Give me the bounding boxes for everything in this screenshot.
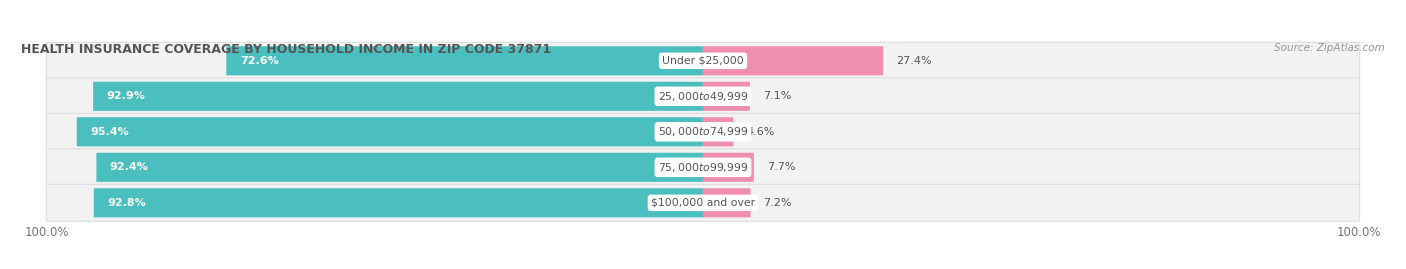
Text: 7.2%: 7.2% [763,198,792,208]
Text: Source: ZipAtlas.com: Source: ZipAtlas.com [1274,43,1385,53]
FancyBboxPatch shape [703,117,734,146]
FancyBboxPatch shape [46,78,1360,115]
Text: $100,000 and over: $100,000 and over [651,198,755,208]
Text: Under $25,000: Under $25,000 [662,56,744,66]
Text: 27.4%: 27.4% [896,56,932,66]
Text: 72.6%: 72.6% [240,56,278,66]
FancyBboxPatch shape [703,188,751,217]
FancyBboxPatch shape [77,117,703,146]
FancyBboxPatch shape [46,113,1360,150]
FancyBboxPatch shape [46,149,1360,186]
FancyBboxPatch shape [703,82,749,111]
FancyBboxPatch shape [93,82,703,111]
FancyBboxPatch shape [226,46,703,75]
Text: $25,000 to $49,999: $25,000 to $49,999 [658,90,748,103]
FancyBboxPatch shape [46,184,1360,221]
FancyBboxPatch shape [46,42,1360,79]
FancyBboxPatch shape [97,153,703,182]
Text: HEALTH INSURANCE COVERAGE BY HOUSEHOLD INCOME IN ZIP CODE 37871: HEALTH INSURANCE COVERAGE BY HOUSEHOLD I… [21,43,551,56]
Text: $50,000 to $74,999: $50,000 to $74,999 [658,125,748,138]
Text: $75,000 to $99,999: $75,000 to $99,999 [658,161,748,174]
Text: 95.4%: 95.4% [90,127,129,137]
Text: 92.8%: 92.8% [107,198,146,208]
FancyBboxPatch shape [703,153,754,182]
Text: 7.1%: 7.1% [762,91,792,101]
FancyBboxPatch shape [94,188,703,217]
Text: 7.7%: 7.7% [766,162,796,172]
FancyBboxPatch shape [703,46,883,75]
Text: 92.9%: 92.9% [107,91,145,101]
Text: 4.6%: 4.6% [747,127,775,137]
Text: 92.4%: 92.4% [110,162,149,172]
